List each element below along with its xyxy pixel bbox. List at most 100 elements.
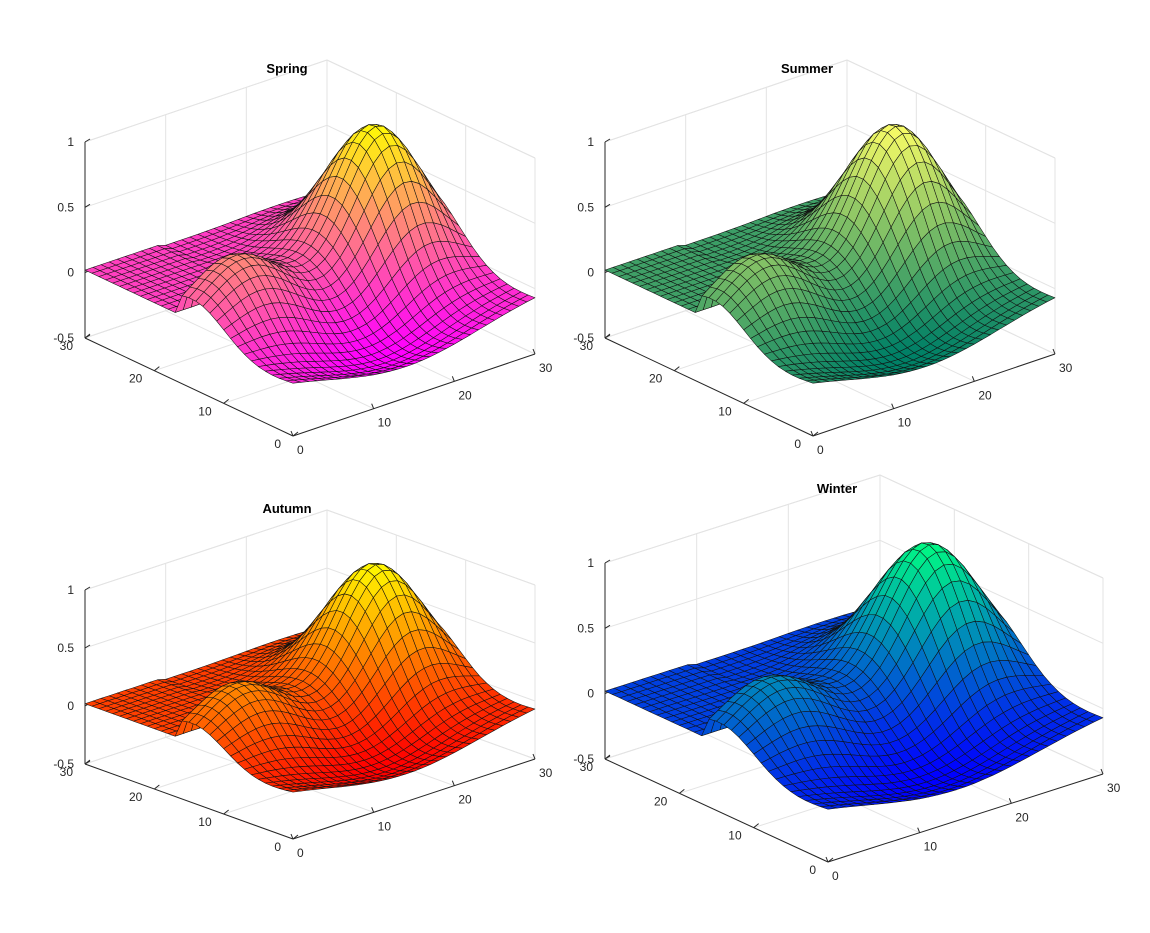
axis-line bbox=[84, 763, 294, 840]
tick-mark bbox=[604, 138, 611, 143]
y-tick-label: 10 bbox=[198, 815, 212, 829]
tick-mark bbox=[604, 559, 611, 564]
y-tick-label: 0 bbox=[809, 863, 816, 877]
y-tick-label: 0 bbox=[794, 437, 801, 451]
surface-mesh bbox=[84, 124, 536, 384]
surface-patch bbox=[1039, 294, 1056, 303]
grid-line bbox=[84, 509, 536, 591]
tick-mark bbox=[223, 809, 229, 815]
tick-mark bbox=[451, 376, 455, 382]
z-tick-label: 1 bbox=[587, 556, 594, 570]
grid-line bbox=[84, 124, 536, 224]
grid-line bbox=[84, 567, 536, 649]
x-tick-label: 10 bbox=[898, 416, 912, 430]
x-tick-label: 0 bbox=[817, 443, 824, 457]
z-tick-label: 0.5 bbox=[577, 200, 594, 214]
tick-mark bbox=[810, 430, 814, 437]
tick-mark bbox=[451, 780, 455, 786]
z-tick-label: -0.5 bbox=[573, 752, 594, 766]
z-tick-label: 0 bbox=[587, 687, 594, 701]
axis-line bbox=[604, 337, 814, 437]
tick-mark bbox=[825, 856, 829, 863]
x-tick-label: 10 bbox=[378, 819, 392, 833]
z-tick-label: 0.5 bbox=[57, 200, 74, 214]
y-tick-label: 30 bbox=[60, 765, 74, 779]
y-tick-label: 10 bbox=[198, 404, 212, 418]
tick-mark bbox=[292, 834, 299, 840]
spring-subplot: Spring -0.5 0 0.5 1 0 10 20 30 0 10 20 30 bbox=[50, 55, 553, 465]
tick-mark bbox=[84, 333, 91, 339]
tick-mark bbox=[1008, 798, 1012, 804]
tick-mark bbox=[84, 586, 91, 591]
z-tick-label: 0 bbox=[587, 266, 594, 280]
tick-mark bbox=[371, 403, 375, 409]
tick-mark bbox=[604, 624, 611, 629]
autumn-subplot: Autumn -0.5 0 0.5 1 0 10 20 30 0 10 20 30 bbox=[50, 495, 552, 875]
axes-lines bbox=[604, 138, 1056, 437]
y-tick-label: 30 bbox=[580, 339, 594, 353]
tick-mark bbox=[154, 784, 160, 790]
z-tick-label: -0.5 bbox=[573, 331, 594, 345]
grid-line bbox=[604, 124, 1056, 224]
surface-patch bbox=[1086, 714, 1104, 723]
y-tick-label: 20 bbox=[654, 794, 668, 808]
z-tick-label: 1 bbox=[67, 135, 74, 149]
x-tick-label: 20 bbox=[1015, 810, 1029, 824]
x-tick-label: 10 bbox=[924, 840, 938, 854]
tick-mark bbox=[84, 759, 91, 765]
chart-title: Spring bbox=[266, 61, 307, 76]
z-tick-label: 0.5 bbox=[577, 621, 594, 635]
winter-subplot: Winter -0.5 0 0.5 1 0 10 20 30 0 10 20 30 bbox=[570, 474, 1121, 895]
axis-line bbox=[292, 353, 536, 437]
axes-lines bbox=[604, 559, 1104, 863]
z-tick-label: -0.5 bbox=[53, 331, 74, 345]
grid-line bbox=[84, 59, 536, 159]
tick-mark bbox=[604, 754, 611, 760]
tick-mark bbox=[1052, 348, 1056, 355]
tick-mark bbox=[971, 376, 975, 382]
grid-line bbox=[604, 59, 1056, 159]
x-tick-label: 30 bbox=[539, 361, 553, 375]
y-tick-label: 20 bbox=[129, 372, 143, 386]
chart-title: Summer bbox=[781, 61, 833, 76]
tick-mark bbox=[290, 833, 294, 840]
tick-mark bbox=[604, 333, 611, 339]
grid-line bbox=[604, 474, 1104, 579]
tick-mark bbox=[604, 203, 611, 208]
y-tick-label: 10 bbox=[728, 829, 742, 843]
summer-subplot: Summer -0.5 0 0.5 1 0 10 20 30 0 10 20 30 bbox=[570, 55, 1073, 465]
tick-mark bbox=[371, 807, 375, 813]
y-tick-label: 20 bbox=[129, 790, 143, 804]
z-tick-label: -0.5 bbox=[53, 757, 74, 771]
chart-title: Winter bbox=[817, 481, 857, 496]
surface-mesh bbox=[84, 563, 536, 793]
y-tick-label: 20 bbox=[649, 372, 663, 386]
grid-line bbox=[604, 539, 1104, 644]
y-tick-label: 30 bbox=[60, 339, 74, 353]
axis-line bbox=[84, 337, 294, 437]
tick-mark bbox=[891, 403, 895, 409]
surface-mesh bbox=[604, 542, 1104, 810]
tick-mark bbox=[674, 366, 680, 372]
x-tick-label: 10 bbox=[378, 416, 392, 430]
y-tick-label: 30 bbox=[580, 760, 594, 774]
z-tick-label: 0 bbox=[67, 266, 74, 280]
surface-mesh bbox=[604, 124, 1056, 384]
axis-line bbox=[604, 758, 829, 863]
axes-lines bbox=[84, 138, 536, 437]
tick-mark bbox=[292, 431, 299, 437]
tick-mark bbox=[532, 348, 536, 355]
y-tick-label: 10 bbox=[718, 404, 732, 418]
tick-mark bbox=[223, 398, 229, 404]
tick-mark bbox=[812, 431, 819, 437]
x-tick-label: 30 bbox=[1107, 781, 1121, 795]
z-tick-label: 0.5 bbox=[57, 641, 74, 655]
x-tick-label: 0 bbox=[297, 443, 304, 457]
tick-mark bbox=[827, 857, 834, 863]
tick-mark bbox=[753, 823, 759, 829]
y-tick-label: 0 bbox=[274, 840, 281, 854]
